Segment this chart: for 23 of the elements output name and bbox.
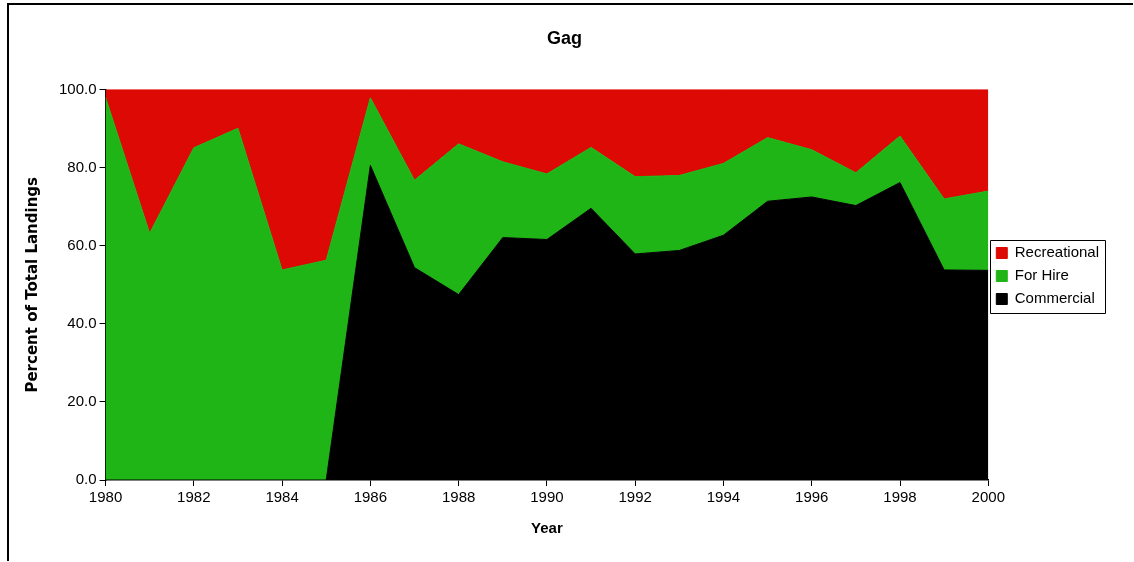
chart-title: Gag xyxy=(546,27,583,48)
x-tick-label: 1982 xyxy=(177,488,211,506)
x-tick-label: 1986 xyxy=(353,488,388,506)
legend-label: Commercial xyxy=(1014,289,1095,307)
x-tick-label: 1994 xyxy=(706,488,741,506)
x-tick-label: 1984 xyxy=(265,488,299,506)
x-tick-label: 1990 xyxy=(530,488,564,506)
y-tick-label: 0.0 xyxy=(75,470,97,488)
y-tick-label: 40.0 xyxy=(67,313,97,331)
x-tick-label: 2000 xyxy=(971,488,1005,506)
y-tick-label: 100.0 xyxy=(58,79,97,97)
x-tick-label: 1980 xyxy=(88,488,123,506)
y-tick-label: 20.0 xyxy=(67,392,97,410)
x-tick-label: 1996 xyxy=(795,488,829,506)
y-tick-label: 60.0 xyxy=(67,235,97,253)
x-tick-label: 1992 xyxy=(618,488,652,506)
y-tick-label: 80.0 xyxy=(67,157,97,175)
x-axis-title: Year xyxy=(531,519,563,537)
x-tick-label: 1998 xyxy=(883,488,917,506)
y-axis-title: Percent of Total Landings xyxy=(22,176,41,393)
legend-label: For Hire xyxy=(1014,266,1069,284)
legend-label: Recreational xyxy=(1014,243,1099,261)
x-tick-label: 1988 xyxy=(441,488,476,506)
